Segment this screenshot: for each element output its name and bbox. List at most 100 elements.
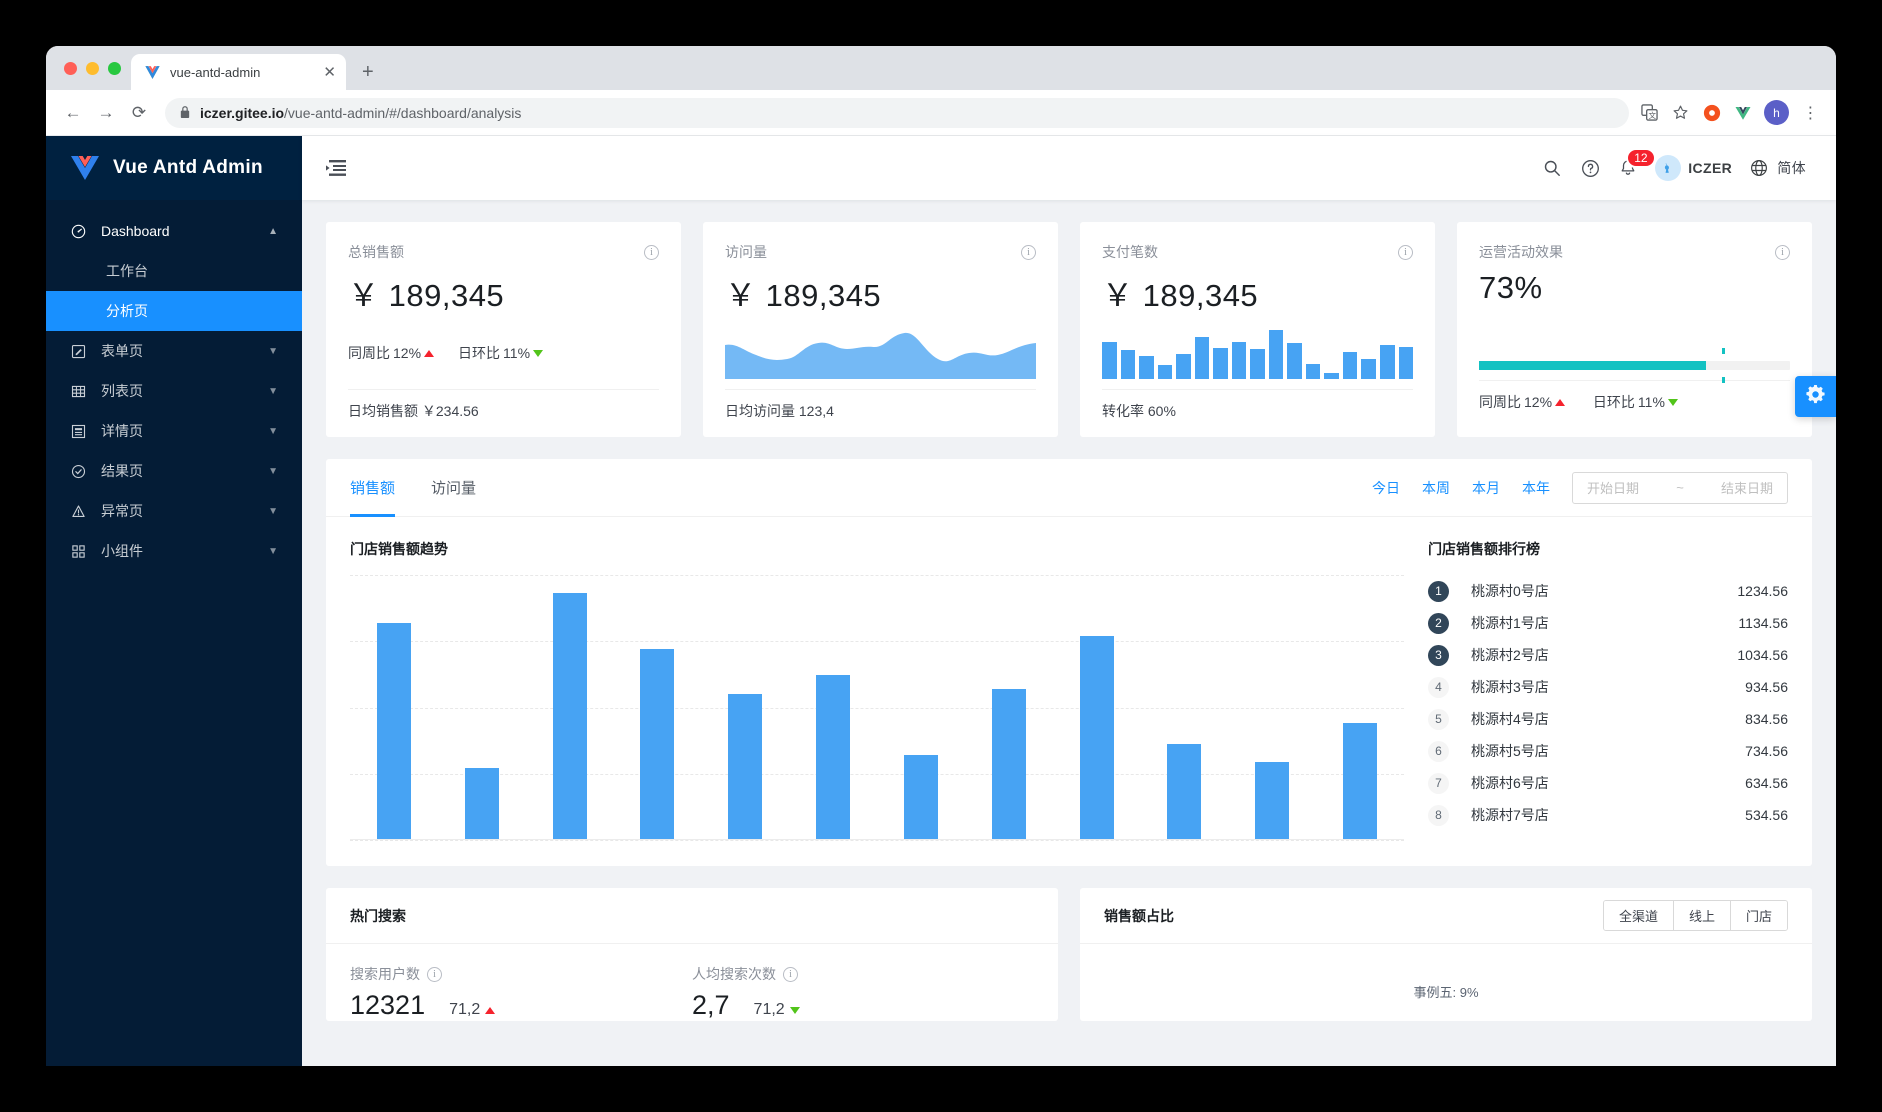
sidebar-item-label: Dashboard — [101, 223, 170, 239]
bar-slot[interactable] — [1316, 575, 1404, 839]
bar[interactable] — [640, 648, 675, 839]
bar[interactable] — [1079, 635, 1114, 839]
dashboard-icon — [71, 224, 91, 239]
arrow-down-icon — [533, 349, 544, 357]
url-path: /vue-antd-admin/#/dashboard/analysis — [284, 104, 522, 121]
bar[interactable] — [728, 693, 763, 839]
segment-online[interactable]: 线上 — [1672, 901, 1730, 930]
tab-visits[interactable]: 访问量 — [431, 480, 477, 497]
header-notifications-button[interactable]: 12 — [1617, 148, 1656, 179]
mini-bar — [1213, 347, 1228, 379]
bar[interactable] — [464, 767, 499, 839]
browser-tab[interactable]: vue-antd-admin ✕ — [131, 54, 346, 90]
bar[interactable] — [376, 622, 411, 839]
header-user[interactable]: ICZER — [1655, 155, 1732, 181]
bar-slot[interactable] — [613, 575, 701, 839]
bar-slot[interactable] — [789, 575, 877, 839]
bar[interactable] — [903, 754, 938, 839]
ranking-row[interactable]: 5 桃源村4号店 834.56 — [1428, 703, 1788, 735]
tab-sales[interactable]: 销售额 — [350, 459, 396, 517]
browser-menu-icon[interactable]: ⋮ — [1802, 104, 1819, 122]
arrow-down-icon — [1667, 398, 1678, 406]
brand[interactable]: Vue Antd Admin — [46, 136, 302, 200]
quick-range-today[interactable]: 今日 — [1372, 479, 1400, 496]
ranking-row[interactable]: 8 桃源村7号店 534.56 — [1428, 799, 1788, 831]
bar-slot[interactable] — [526, 575, 614, 839]
sidebar-item-detail[interactable]: 详情页 ▼ — [46, 411, 302, 451]
sidebar-item-workbench[interactable]: 工作台 — [46, 251, 302, 291]
info-icon[interactable]: i — [644, 244, 659, 260]
metric-delta: 71,2 — [754, 1001, 800, 1019]
quick-range-month[interactable]: 本月 — [1472, 479, 1500, 496]
quick-range-year[interactable]: 本年 — [1522, 479, 1550, 496]
header-search-button[interactable] — [1541, 157, 1563, 179]
info-icon[interactable]: i — [1775, 244, 1790, 260]
maximize-window-button[interactable] — [108, 61, 121, 75]
header-language-selector[interactable]: 简体 — [1748, 157, 1806, 179]
bookmark-star-icon[interactable] — [1671, 103, 1690, 122]
sidebar-item-result[interactable]: 结果页 ▼ — [46, 451, 302, 491]
bar-slot[interactable] — [1053, 575, 1141, 839]
ranking-row[interactable]: 7 桃源村6号店 634.56 — [1428, 767, 1788, 799]
bar[interactable] — [816, 675, 851, 839]
rank-badge: 2 — [1428, 612, 1449, 634]
bar[interactable] — [1167, 743, 1202, 839]
sidebar-item-analysis[interactable]: 分析页 — [46, 291, 302, 331]
bar-slot[interactable] — [701, 575, 789, 839]
bar-slot[interactable] — [1228, 575, 1316, 839]
info-icon[interactable]: i — [783, 966, 798, 982]
address-bar[interactable]: iczer.gitee.io/vue-antd-admin/#/dashboar… — [165, 97, 1629, 128]
info-icon[interactable]: i — [1398, 244, 1413, 260]
bar-slot[interactable] — [965, 575, 1053, 839]
info-icon[interactable]: i — [427, 966, 442, 982]
close-tab-button[interactable]: ✕ — [323, 63, 336, 81]
segment-store[interactable]: 门店 — [1729, 901, 1787, 930]
vue-extension-icon[interactable] — [1733, 103, 1752, 122]
menu-fold-icon[interactable] — [324, 155, 350, 181]
date-range-picker[interactable]: 开始日期 ~ 结束日期 — [1572, 471, 1788, 504]
end-date-input[interactable]: 结束日期 — [1720, 481, 1773, 496]
minimize-window-button[interactable] — [86, 61, 99, 75]
sidebar-item-exception[interactable]: 异常页 ▼ — [46, 491, 302, 531]
bar[interactable] — [1255, 762, 1290, 839]
ranking-row[interactable]: 1 桃源村0号店 1234.56 — [1428, 575, 1788, 607]
quick-range-week[interactable]: 本周 — [1422, 479, 1450, 496]
start-date-input[interactable]: 开始日期 — [1587, 481, 1640, 496]
ranking-row[interactable]: 3 桃源村2号店 1034.56 — [1428, 639, 1788, 671]
translate-icon[interactable]: 文 — [1640, 103, 1659, 122]
bar[interactable] — [1343, 722, 1378, 839]
header-help-button[interactable] — [1579, 157, 1601, 179]
date-separator: ~ — [1676, 480, 1684, 495]
sidebar-item-list[interactable]: 列表页 ▼ — [46, 371, 302, 411]
close-window-button[interactable] — [64, 61, 77, 75]
metric-value: 12321 — [350, 990, 426, 1020]
bar[interactable] — [991, 688, 1026, 839]
bar[interactable] — [552, 593, 587, 839]
forward-button[interactable]: → — [97, 102, 115, 122]
new-tab-button[interactable]: + — [362, 61, 374, 83]
bar-chart-plot — [350, 575, 1404, 841]
back-button[interactable]: ← — [64, 102, 82, 122]
bar-slot[interactable] — [438, 575, 526, 839]
ranking-row[interactable]: 2 桃源村1号店 1134.56 — [1428, 607, 1788, 639]
bar-slot[interactable] — [1140, 575, 1228, 839]
extension-orange-icon[interactable] — [1702, 103, 1721, 122]
store-value: 534.56 — [1745, 807, 1788, 823]
sidebar-item-dashboard[interactable]: Dashboard ▲ — [46, 211, 302, 251]
trend-day: 日环比 11% — [1593, 392, 1678, 412]
sidebar-item-label: 异常页 — [101, 503, 143, 519]
profile-avatar[interactable]: h — [1764, 100, 1789, 125]
settings-drawer-button[interactable] — [1795, 376, 1836, 417]
sidebar-item-widgets[interactable]: 小组件 ▼ — [46, 531, 302, 571]
ranking-row[interactable]: 6 桃源村5号店 734.56 — [1428, 735, 1788, 767]
reload-button[interactable]: ⟳ — [131, 102, 147, 122]
bar-slot[interactable] — [350, 575, 438, 839]
store-name: 桃源村3号店 — [1471, 679, 1549, 695]
bar-slot[interactable] — [877, 575, 965, 839]
sidebar-item-form[interactable]: 表单页 ▼ — [46, 331, 302, 371]
window-controls[interactable] — [60, 46, 131, 90]
info-icon[interactable]: i — [1021, 244, 1036, 260]
ranking-row[interactable]: 4 桃源村3号店 934.56 — [1428, 671, 1788, 703]
segment-all-channels[interactable]: 全渠道 — [1603, 901, 1673, 930]
